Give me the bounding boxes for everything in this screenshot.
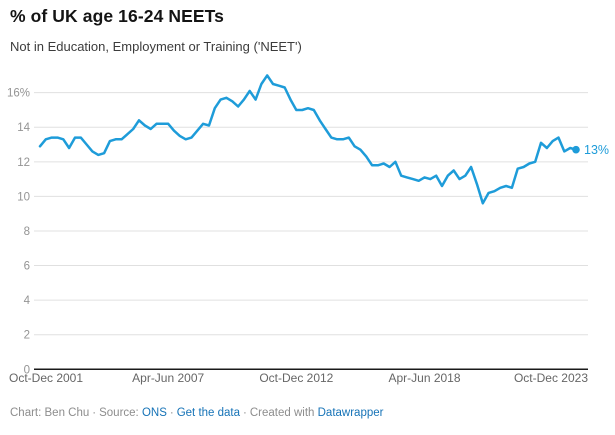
x-axis-label: Oct-Dec 2001 — [9, 371, 83, 385]
y-axis-label: 16% — [7, 88, 30, 100]
footer-separator: · — [243, 407, 247, 419]
x-axis-label: Oct-Dec 2012 — [259, 371, 333, 385]
line-chart-canvas: 0 2 4 6 8 10 12 14 16% Oct-Dec 2001 Apr-Jun 2007 Oc… — [7, 74, 609, 385]
end-point-value-label: 13% — [584, 143, 609, 157]
end-point-marker — [572, 145, 580, 154]
datawrapper-link[interactable]: Datawrapper — [317, 407, 384, 419]
chart-title: % of UK age 16-24 NEETs — [10, 6, 224, 26]
y-axis-label: 14 — [17, 122, 30, 134]
footer-separator: · — [92, 407, 97, 419]
footer-separator: · — [169, 407, 174, 419]
footer-byline: Chart: Ben Chu · Source: ONS · Get the data ·… — [10, 407, 605, 419]
y-axis-label: 8 — [24, 226, 30, 238]
x-axis-label: Apr-Jun 2018 — [388, 371, 460, 385]
neet-rate-line — [38, 74, 578, 205]
x-axis-label: Apr-Jun 2007 — [132, 371, 204, 385]
y-axis-label: 0 — [24, 364, 30, 376]
chart-subtitle: Not in Education, Employment or Training… — [10, 39, 302, 54]
y-axis-label: 10 — [17, 191, 30, 203]
x-axis-label: Oct-Dec 2023 — [514, 371, 588, 385]
y-axis-label: 4 — [24, 295, 31, 307]
source-label: Source: — [99, 407, 139, 419]
created-with-label: Created with — [249, 407, 315, 419]
y-axis-label: 2 — [24, 330, 30, 342]
source-link[interactable]: ONS — [141, 407, 167, 419]
get-data-link[interactable]: Get the data — [176, 407, 241, 419]
chart-credit: Chart: Ben Chu — [10, 407, 90, 419]
y-axis-label: 12 — [17, 157, 30, 169]
y-axis-label: 6 — [24, 261, 30, 273]
